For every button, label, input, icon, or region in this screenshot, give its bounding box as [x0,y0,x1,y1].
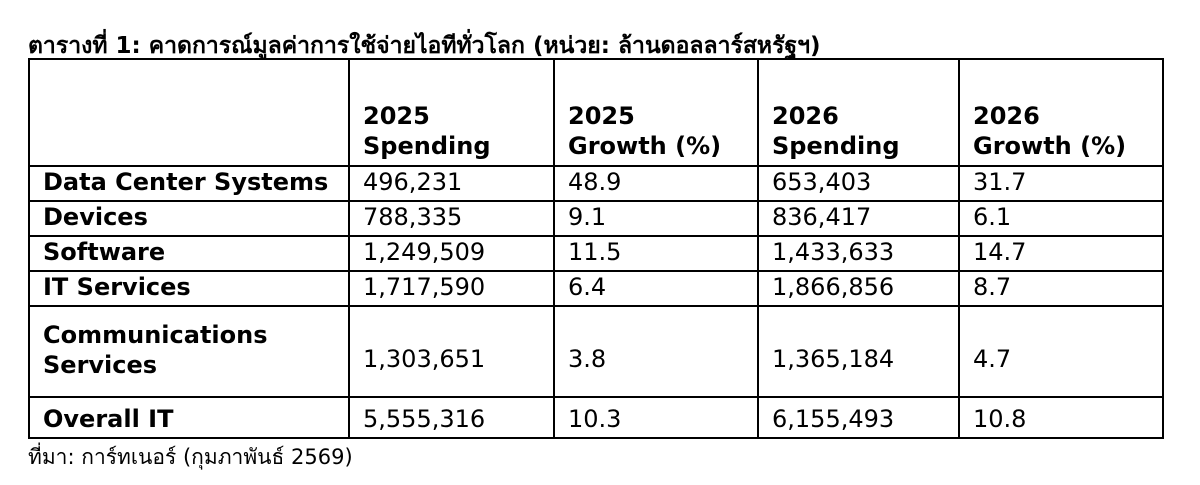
cell-value: 496,231 [348,165,555,202]
cell-value: 1,365,184 [757,305,960,398]
row-label: Software [28,235,350,272]
cell-value: 9.1 [553,200,759,237]
cell-value: 5,555,316 [348,396,555,439]
column-header: 2026 Growth (%) [958,58,1164,167]
table-row: Devices 788,335 9.1 836,417 6.1 [28,200,1164,237]
column-header: 2025 Spending [348,58,555,167]
cell-value: 8.7 [958,270,1164,307]
cell-value: 31.7 [958,165,1164,202]
table-row: Data Center Systems 496,231 48.9 653,403 31.… [28,165,1164,202]
spending-table: 2025 Spending 2025 Growth (%) 2026 Spend… [28,58,1164,439]
cell-value: 3.8 [553,305,759,398]
table-title: ตารางที่ 1: คาดการณ์มูลค่าการใช้จ่ายไอที… [28,33,821,59]
row-label: Devices [28,200,350,237]
cell-value: 836,417 [757,200,960,237]
row-label: Communications Services [28,305,350,398]
table-row: Software 1,249,509 11.5 1,433,633 14.7 [28,235,1164,272]
corner-cell [28,58,350,167]
cell-value: 11.5 [553,235,759,272]
table-row: Overall IT 5,555,316 10.3 6,155,493 10.8 [28,396,1164,439]
cell-value: 6.1 [958,200,1164,237]
column-header: 2026 Spending [757,58,960,167]
cell-value: 1,717,590 [348,270,555,307]
column-header: 2025 Growth (%) [553,58,759,167]
cell-value: 1,866,856 [757,270,960,307]
table-row: Communications Services 1,303,651 3.8 1,365… [28,305,1164,398]
cell-value: 788,335 [348,200,555,237]
table-body: 2025 Spending 2025 Growth (%) 2026 Spend… [28,58,1164,439]
cell-value: 1,433,633 [757,235,960,272]
source-note: ที่มา: การ์ทเนอร์ (กุมภาพันธ์ 2569) [28,445,353,469]
row-label: Overall IT [28,396,350,439]
cell-value: 48.9 [553,165,759,202]
cell-value: 10.3 [553,396,759,439]
row-label: Data Center Systems [28,165,350,202]
cell-value: 4.7 [958,305,1164,398]
cell-value: 10.8 [958,396,1164,439]
header-row: 2025 Spending 2025 Growth (%) 2026 Spend… [28,58,1164,167]
cell-value: 6.4 [553,270,759,307]
row-label: IT Services [28,270,350,307]
cell-value: 653,403 [757,165,960,202]
cell-value: 1,249,509 [348,235,555,272]
cell-value: 14.7 [958,235,1164,272]
cell-value: 1,303,651 [348,305,555,398]
table-row: IT Services 1,717,590 6.4 1,866,856 8.7 [28,270,1164,307]
cell-value: 6,155,493 [757,396,960,439]
